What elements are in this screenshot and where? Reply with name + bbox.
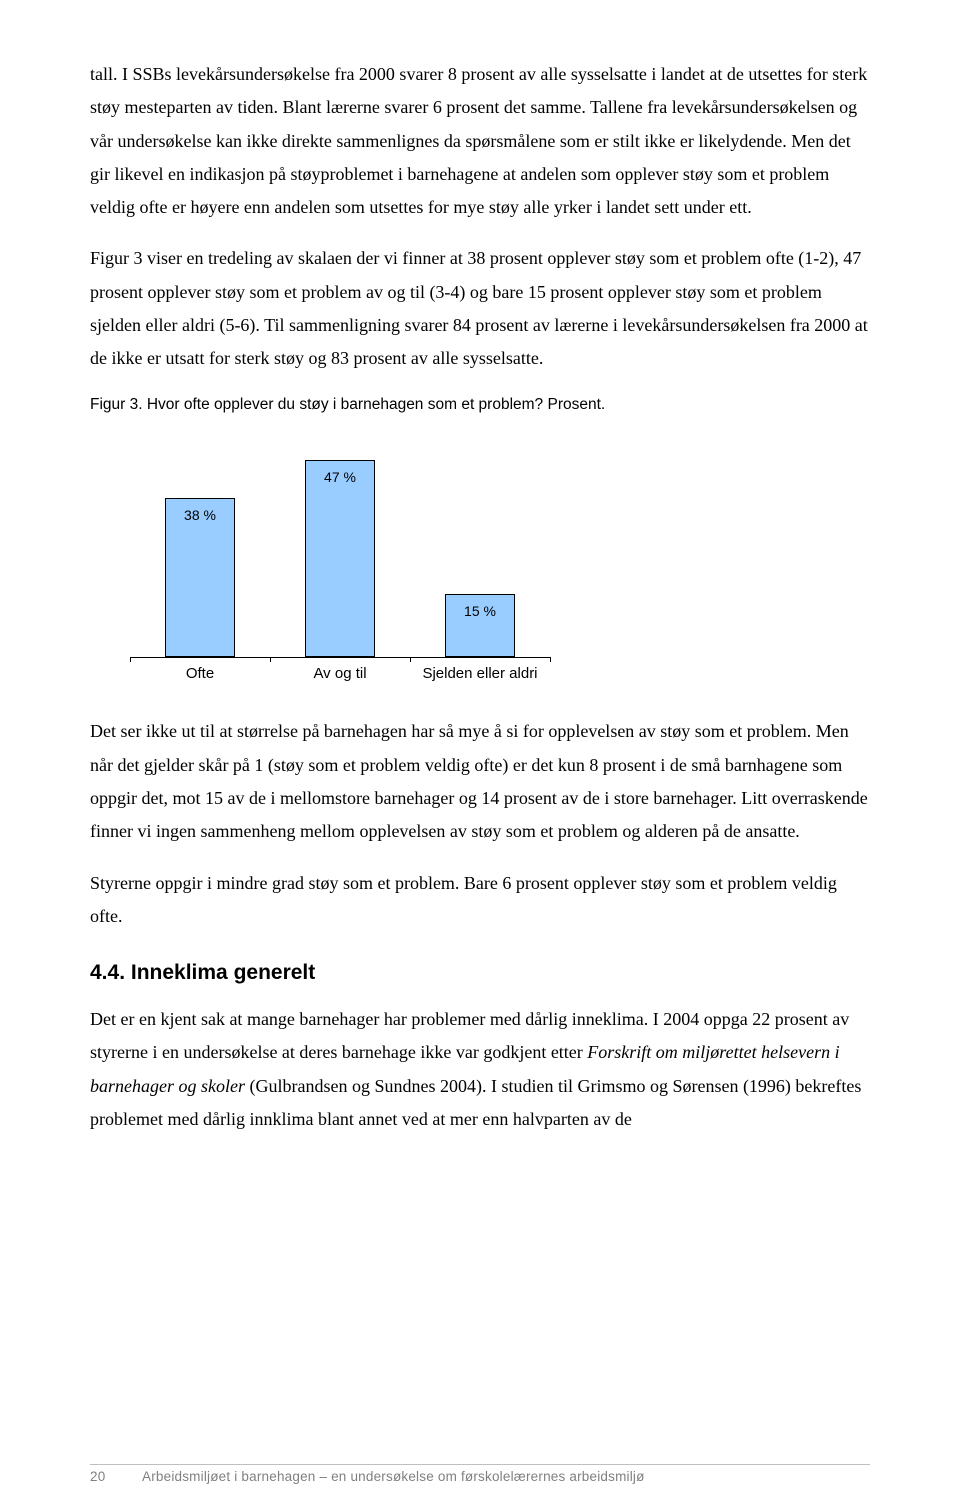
chart-bar: 38 % <box>165 498 235 658</box>
chart-bar: 15 % <box>445 594 515 657</box>
chart-bar: 47 % <box>305 460 375 657</box>
section-heading-4-4: 4.4. Inneklima generelt <box>90 961 870 985</box>
chart-bar-label: 47 % <box>306 469 374 485</box>
axis-tick <box>550 657 551 662</box>
paragraph-3: Det ser ikke ut til at størrelse på barn… <box>90 715 870 848</box>
paragraph-2: Figur 3 viser en tredeling av skalaen de… <box>90 242 870 375</box>
chart-figure-3: 38 % 47 % 15 % OfteAv og tilSjelden eller … <box>90 447 570 697</box>
figure-caption: Figur 3. Hvor ofte opplever du støy i ba… <box>90 394 870 416</box>
footer-title: Arbeidsmiljøet i barnehagen – en undersø… <box>142 1469 645 1484</box>
axis-tick <box>270 657 271 662</box>
axis-tick <box>410 657 411 662</box>
chart-bar-label: 38 % <box>166 507 234 523</box>
chart-x-label: Ofte <box>130 665 270 682</box>
paragraph-5: Det er en kjent sak at mange barnehager … <box>90 1003 870 1136</box>
chart-x-label: Sjelden eller aldri <box>410 665 550 682</box>
axis-tick <box>130 657 131 662</box>
paragraph-4: Styrerne oppgir i mindre grad støy som e… <box>90 867 870 934</box>
chart-x-labels: OfteAv og tilSjelden eller aldri <box>130 665 550 682</box>
chart-bar-label: 15 % <box>446 603 514 619</box>
chart-plot: 38 % 47 % 15 % <box>130 447 550 658</box>
italic-citation: Forskrift om miljørettet helsevern i bar… <box>90 1042 840 1095</box>
page-number: 20 <box>90 1469 110 1484</box>
paragraph-1: tall. I SSBs levekårsundersøkelse fra 20… <box>90 58 870 224</box>
chart-x-label: Av og til <box>270 665 410 682</box>
page-footer: 20 Arbeidsmiljøet i barnehagen – en unde… <box>90 1464 870 1484</box>
page: tall. I SSBs levekårsundersøkelse fra 20… <box>0 0 960 1508</box>
